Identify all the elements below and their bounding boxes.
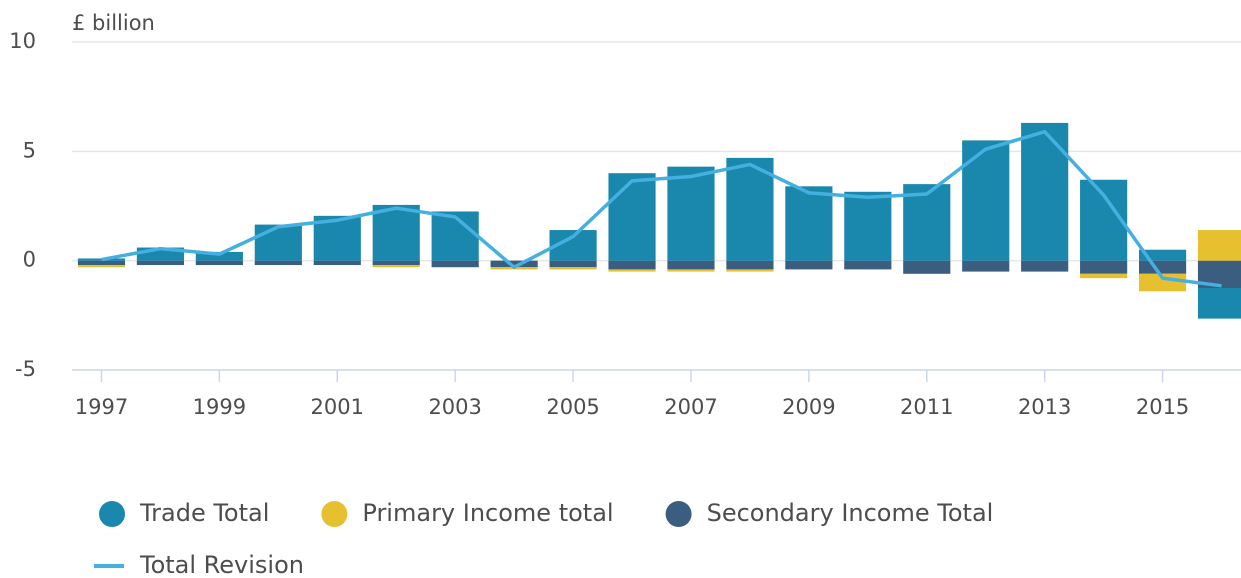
bar [254, 224, 302, 261]
x-tick-label: 2015 [1136, 395, 1189, 419]
line [101, 129, 1222, 288]
bar [372, 204, 420, 261]
bar [1080, 273, 1128, 279]
bar [608, 260, 656, 270]
bar [726, 157, 774, 261]
bar [726, 260, 774, 270]
bar [372, 265, 420, 268]
bar [372, 260, 420, 266]
bar [667, 269, 715, 272]
bar [1021, 122, 1069, 261]
bar [726, 269, 774, 272]
legend-label: Primary Income total [362, 499, 613, 527]
bar [549, 260, 597, 268]
bar [1138, 249, 1187, 261]
bar [608, 269, 656, 272]
bar [77, 260, 126, 266]
bar [77, 258, 126, 261]
bar [667, 260, 715, 270]
y-tick-label: 5 [23, 138, 36, 162]
legend-symbol [665, 501, 692, 527]
bar [77, 265, 126, 268]
bar [962, 140, 1010, 261]
bar [136, 260, 185, 266]
x-tick-label: 2001 [311, 395, 364, 419]
bar [1021, 260, 1069, 272]
bar [313, 260, 361, 266]
bar [667, 166, 715, 261]
bar [1197, 288, 1241, 319]
legend-label: Secondary Income Total [707, 499, 994, 527]
bar [254, 260, 302, 266]
bar [195, 251, 243, 261]
bar [608, 173, 656, 261]
bar [844, 260, 892, 270]
bar [431, 260, 479, 268]
x-tick-label: 2011 [900, 395, 953, 419]
legend-symbol [321, 501, 348, 527]
legend-label: Trade Total [139, 499, 269, 527]
x-tick-label: 2007 [664, 395, 717, 419]
x-tick-label: 2005 [546, 395, 599, 419]
bar [490, 260, 538, 268]
bar [844, 191, 892, 261]
x-tick-label: 2013 [1018, 395, 1071, 419]
bar [549, 267, 597, 270]
bar [195, 260, 243, 266]
bar [785, 260, 833, 270]
bar [785, 186, 833, 261]
x-tick-label: 2009 [782, 395, 835, 419]
bar [1138, 260, 1187, 274]
x-tick-label: 2003 [428, 395, 481, 419]
y-tick-label: 10 [9, 29, 36, 53]
bar [1080, 260, 1128, 274]
y-axis-label: £ billion [72, 11, 155, 35]
bar [903, 184, 951, 261]
legend-symbol [99, 501, 125, 527]
legend-label: Total Revision [139, 551, 304, 578]
bar [962, 260, 1010, 272]
bar [1197, 230, 1241, 261]
x-tick-label: 1997 [75, 395, 128, 419]
bar [431, 211, 479, 261]
x-tick-label: 1999 [193, 395, 246, 419]
bar [903, 260, 951, 274]
y-tick-label: 0 [23, 248, 36, 272]
y-tick-label: -5 [15, 357, 36, 381]
